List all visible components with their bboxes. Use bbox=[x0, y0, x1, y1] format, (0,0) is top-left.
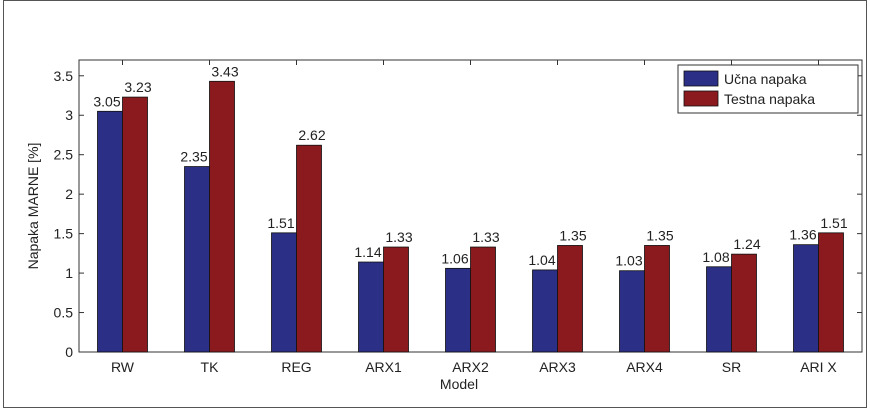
x-tick-label: ARX2 bbox=[452, 359, 489, 375]
bar-testna bbox=[296, 144, 322, 353]
bar-testna bbox=[818, 232, 844, 353]
y-tick-label: 0.5 bbox=[54, 305, 74, 321]
data-label: 1.06 bbox=[441, 250, 468, 266]
data-label: 2.35 bbox=[180, 149, 207, 165]
data-label: 1.35 bbox=[646, 227, 673, 243]
bar-testna bbox=[383, 246, 409, 353]
y-tick-label: 1 bbox=[65, 265, 73, 281]
bar-ucna bbox=[358, 261, 384, 353]
x-tick-label: TK bbox=[201, 359, 220, 375]
x-axis-label: Model bbox=[440, 376, 478, 392]
data-label: 1.24 bbox=[733, 236, 760, 252]
legend-swatch bbox=[683, 90, 719, 107]
data-label: 1.04 bbox=[528, 252, 555, 268]
data-label: 3.05 bbox=[93, 93, 120, 109]
legend-swatch bbox=[683, 70, 719, 87]
x-tick-label: RW bbox=[111, 359, 135, 375]
bar-testna bbox=[557, 245, 583, 353]
y-tick-label: 3.5 bbox=[54, 68, 74, 84]
data-label: 1.51 bbox=[267, 215, 294, 231]
data-label: 1.03 bbox=[615, 253, 642, 269]
bar-ucna bbox=[271, 232, 297, 353]
bar-ucna bbox=[793, 244, 819, 353]
y-tick-label: 1.5 bbox=[54, 226, 74, 242]
legend-label: Učna napaka bbox=[724, 71, 807, 87]
y-axis-label: Napaka MARNE [%] bbox=[25, 143, 41, 270]
x-tick-label: REG bbox=[281, 359, 311, 375]
x-tick-label: ARX3 bbox=[539, 359, 576, 375]
y-tick-label: 3 bbox=[65, 107, 73, 123]
data-label: 1.51 bbox=[820, 215, 847, 231]
bar-ucna bbox=[706, 266, 732, 353]
bar-ucna bbox=[445, 267, 471, 353]
bar-testna bbox=[470, 246, 496, 353]
data-label: 2.62 bbox=[298, 127, 325, 143]
bar-ucna bbox=[184, 166, 210, 353]
data-label: 1.36 bbox=[789, 227, 816, 243]
data-label: 1.33 bbox=[472, 229, 499, 245]
data-label: 1.08 bbox=[702, 249, 729, 265]
x-tick-label: ARI X bbox=[800, 359, 837, 375]
bar-ucna bbox=[532, 269, 558, 353]
bar-ucna bbox=[619, 270, 645, 353]
x-tick-label: SR bbox=[722, 359, 741, 375]
bar-testna bbox=[122, 96, 148, 353]
data-label: 1.14 bbox=[354, 244, 381, 260]
bar-testna bbox=[209, 80, 235, 353]
y-tick-label: 2.5 bbox=[54, 147, 74, 163]
x-tick-label: ARX4 bbox=[626, 359, 663, 375]
data-label: 3.43 bbox=[211, 63, 238, 79]
bar-testna bbox=[644, 245, 670, 353]
x-tick-label: ARX1 bbox=[365, 359, 402, 375]
data-label: 1.33 bbox=[385, 229, 412, 245]
data-label: 3.23 bbox=[124, 79, 151, 95]
y-tick-label: 0 bbox=[65, 344, 73, 360]
legend-label: Testna napaka bbox=[724, 91, 815, 107]
bar-testna bbox=[731, 253, 757, 353]
bar-ucna bbox=[97, 110, 123, 353]
data-label: 1.35 bbox=[559, 227, 586, 243]
y-tick-label: 2 bbox=[65, 186, 73, 202]
